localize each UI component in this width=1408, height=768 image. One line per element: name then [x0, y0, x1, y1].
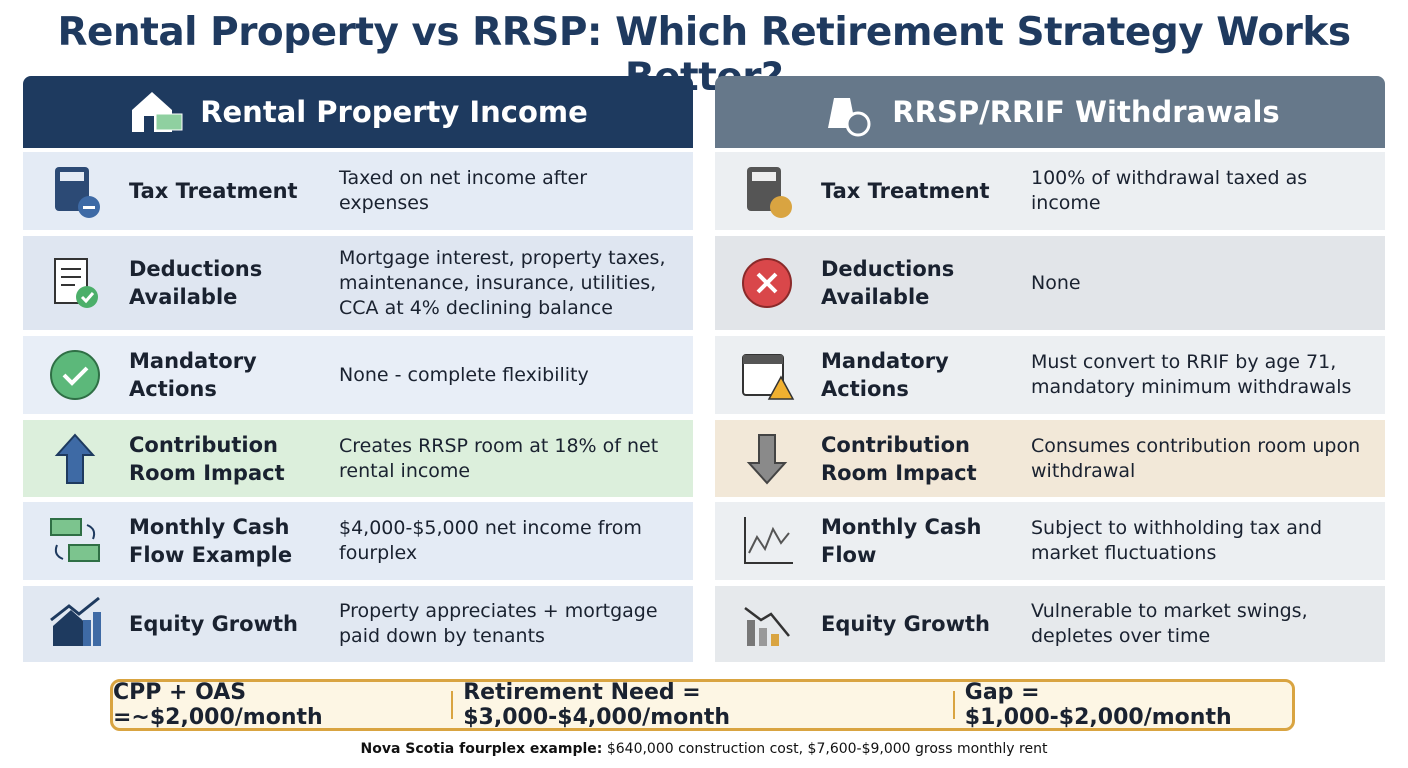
row-icon-cell [23, 513, 129, 569]
comparison-column: Rental Property Income Tax Treatment Taxed… [23, 76, 693, 664]
row-label: Contribution Room Impact [129, 432, 285, 485]
row-icon [54, 433, 96, 484]
row-label: Contribution Room Impact [821, 432, 977, 485]
summary-item: CPP + OAS =~$2,000/month [113, 680, 323, 730]
row-label: Deductions Available [129, 257, 263, 309]
column-header: RRSP/RRIF Withdrawals [715, 76, 1385, 148]
row-label: Tax Treatment [129, 179, 298, 203]
comparison-row: Deductions Available Mortgage interest, p… [23, 236, 693, 330]
row-icon-cell [715, 431, 821, 487]
comparison-row: Mandatory Actions None - complete flexibi… [23, 336, 693, 414]
row-icon [742, 258, 792, 308]
comparison-row: Tax Treatment Taxed on net income after e… [23, 152, 693, 230]
row-text: Mortgage interest, property taxes, maint… [339, 246, 666, 319]
row-icon-cell [715, 163, 821, 219]
row-text: None - complete flexibility [339, 363, 589, 386]
row-icon [744, 517, 793, 564]
row-text: 100% of withdrawal taxed as income [1031, 167, 1308, 214]
row-label: Equity Growth [129, 612, 298, 636]
row-icon [747, 167, 792, 218]
comparison-row: Mandatory Actions Must convert to RRIF by… [715, 336, 1385, 414]
column-heading: RRSP/RRIF Withdrawals [892, 95, 1280, 129]
comparison-row: Contribution Room Impact Creates RRSP roo… [23, 420, 693, 497]
comparison-row: Equity Growth Vulnerable to market swings… [715, 586, 1385, 662]
row-icon [746, 433, 788, 484]
separator [952, 691, 955, 719]
row-label: Monthly Cash Flow Example [129, 515, 293, 567]
row-icon [50, 596, 101, 646]
header-icon [132, 92, 183, 132]
row-label: Deductions Available [821, 257, 955, 309]
row-text: None [1031, 271, 1081, 294]
row-icon-cell [715, 596, 821, 652]
header-icon [828, 98, 871, 137]
summary-item: Gap = $1,000-$2,000/month [964, 680, 1232, 730]
row-icon-cell [23, 431, 129, 487]
comparison-row: Contribution Room Impact Consumes contrib… [715, 420, 1385, 497]
footnote: Nova Scotia fourplex example: $640,000 c… [0, 741, 1408, 757]
note-bold: Nova Scotia fourplex example: [360, 741, 603, 757]
summary-box: CPP + OAS =~$2,000/month Retirement Need … [110, 679, 1295, 731]
row-icon [54, 258, 98, 308]
row-label: Tax Treatment [821, 179, 990, 203]
row-text: Creates RRSP room at 18% of net rental i… [339, 434, 659, 482]
summary-item: Retirement Need = $3,000-$4,000/month [463, 680, 731, 730]
comparison-row: Tax Treatment 100% of withdrawal taxed as… [715, 152, 1385, 230]
row-label: Mandatory Actions [129, 349, 257, 401]
row-icon-cell [715, 255, 821, 311]
row-text: Taxed on net income after expenses [339, 167, 588, 214]
row-label: Mandatory Actions [821, 349, 949, 401]
row-text: Property appreciates + mortgage paid dow… [339, 600, 658, 647]
row-icon [744, 607, 790, 646]
comparison-row: Monthly Cash Flow Example $4,000-$5,000 n… [23, 502, 693, 580]
comparison-row: Monthly Cash Flow Subject to withholding … [715, 502, 1385, 580]
separator [451, 691, 454, 719]
row-icon [50, 350, 100, 400]
row-icon-cell [715, 347, 821, 403]
row-icon-cell [23, 347, 129, 403]
column-heading: Rental Property Income [200, 95, 588, 129]
row-text: Must convert to RRIF by age 71, mandator… [1031, 351, 1352, 398]
row-icon [742, 354, 795, 400]
row-text: Consumes contribution room upon withdraw… [1031, 434, 1361, 482]
column-header: Rental Property Income [23, 76, 693, 148]
row-icon [50, 518, 100, 562]
row-text: Vulnerable to market swings, depletes ov… [1031, 600, 1308, 647]
note-text: $640,000 construction cost, $7,600-$9,00… [606, 741, 1048, 757]
comparison-row: Deductions Available None [715, 236, 1385, 330]
comparison-row: Equity Growth Property appreciates + mort… [23, 586, 693, 662]
comparison-column: RRSP/RRIF Withdrawals Tax Treatment 100% o… [715, 76, 1385, 664]
row-icon [55, 167, 100, 218]
row-icon-cell [23, 255, 129, 311]
row-label: Monthly Cash Flow [821, 515, 982, 567]
row-text: $4,000-$5,000 net income from fourplex [339, 517, 642, 564]
row-icon-cell [23, 596, 129, 652]
row-icon-cell [715, 513, 821, 569]
row-label: Equity Growth [821, 612, 990, 636]
row-icon-cell [23, 163, 129, 219]
row-text: Subject to withholding tax and market fl… [1031, 517, 1323, 564]
